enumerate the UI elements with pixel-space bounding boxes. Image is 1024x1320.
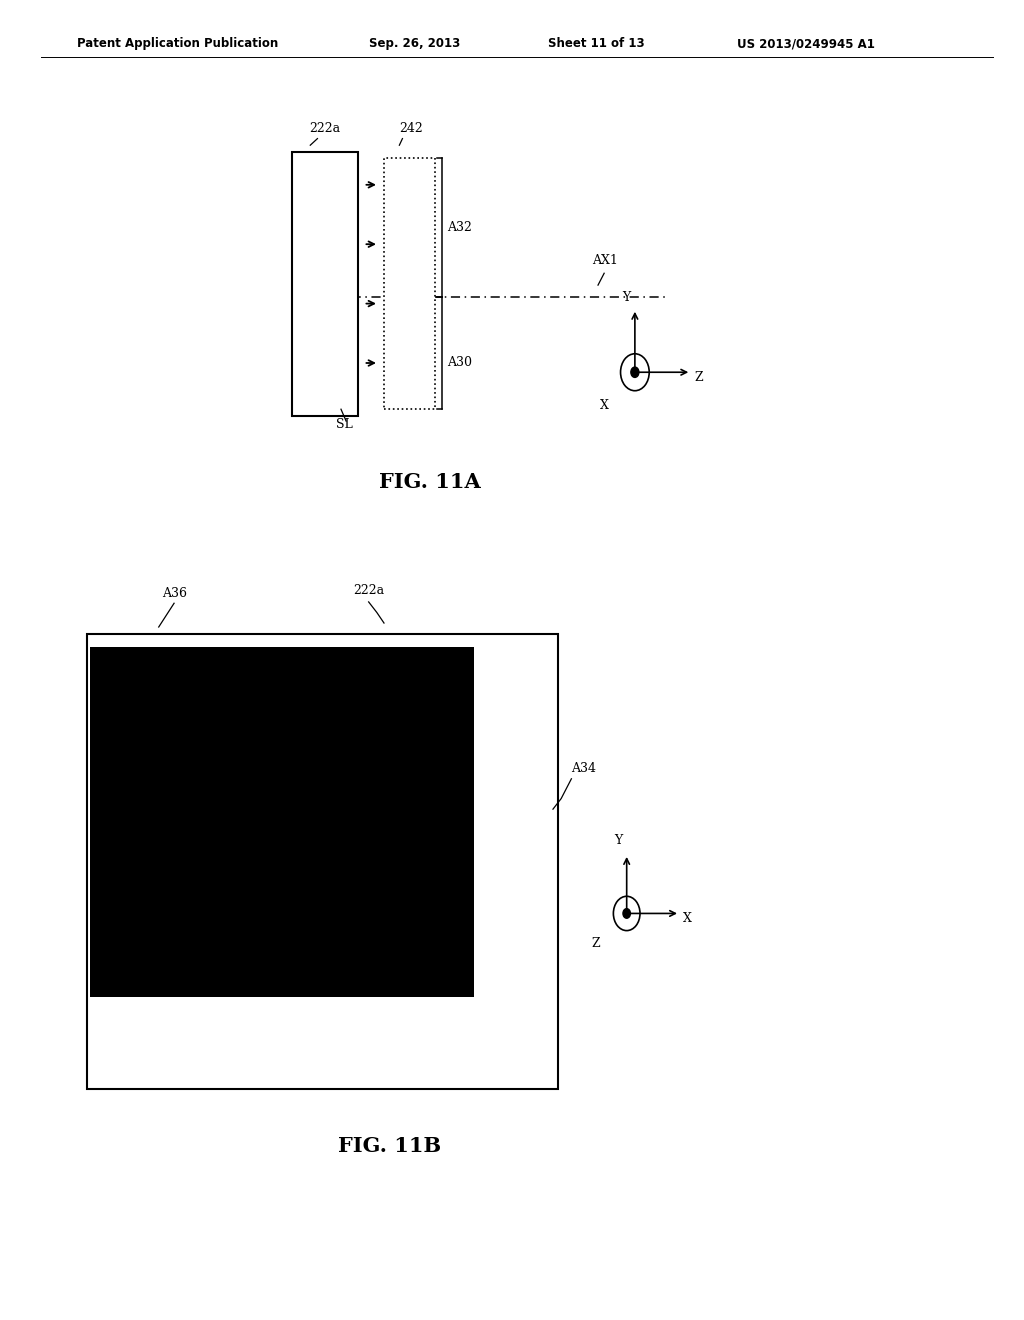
Text: 222a: 222a (353, 583, 384, 597)
Text: SL: SL (336, 417, 352, 430)
Bar (87, 634, 558, 1089)
Text: A32: A32 (447, 220, 472, 234)
Text: X: X (683, 912, 692, 925)
Text: X: X (600, 399, 608, 412)
Text: Z: Z (694, 371, 702, 384)
Bar (292, 152, 358, 416)
Text: Sep. 26, 2013: Sep. 26, 2013 (369, 37, 460, 50)
Text: Patent Application Publication: Patent Application Publication (77, 37, 279, 50)
Text: 242: 242 (399, 121, 423, 135)
Text: Z: Z (592, 937, 600, 950)
Circle shape (631, 367, 639, 378)
Text: A34: A34 (571, 762, 596, 775)
Text: AX1: AX1 (592, 253, 617, 267)
Text: FIG. 11A: FIG. 11A (379, 471, 481, 492)
Text: A30: A30 (447, 356, 472, 370)
Text: A36: A36 (162, 586, 186, 599)
Bar (90, 647, 474, 997)
Text: US 2013/0249945 A1: US 2013/0249945 A1 (737, 37, 876, 50)
Circle shape (623, 908, 631, 919)
Text: FIG. 11B: FIG. 11B (338, 1135, 440, 1156)
Bar (384, 158, 435, 409)
Text: Y: Y (623, 290, 631, 304)
Text: 222a: 222a (309, 121, 340, 135)
Text: Y: Y (614, 834, 623, 847)
Text: Sheet 11 of 13: Sheet 11 of 13 (548, 37, 644, 50)
